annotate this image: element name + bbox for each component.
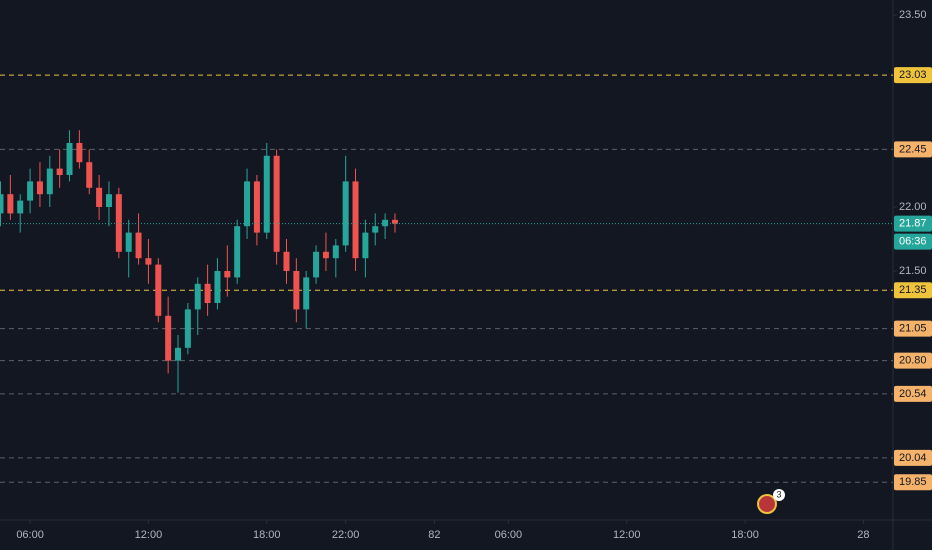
candle-body bbox=[391, 219, 398, 224]
y-tick-label: 22.00 bbox=[899, 201, 927, 213]
x-tick-label: 12:00 bbox=[135, 529, 163, 541]
candle-body bbox=[303, 277, 310, 310]
y-tick-label: 23.50 bbox=[899, 9, 927, 21]
level-label: 20.80 bbox=[899, 355, 927, 367]
level-label: 23.03 bbox=[899, 69, 927, 81]
x-tick-label: 06:00 bbox=[495, 529, 523, 541]
candle-body bbox=[332, 245, 339, 259]
level-label: 20.54 bbox=[899, 388, 927, 400]
candle-body bbox=[165, 315, 172, 361]
candle-body bbox=[145, 258, 152, 265]
candle-body bbox=[76, 142, 83, 163]
candle-body bbox=[352, 181, 359, 259]
candle-body bbox=[372, 226, 379, 233]
candle-body bbox=[105, 194, 112, 208]
candle-body bbox=[27, 181, 34, 201]
candle-body bbox=[234, 226, 241, 278]
candle-body bbox=[253, 181, 260, 233]
level-label-box bbox=[894, 474, 932, 491]
level-label: 21.05 bbox=[899, 323, 927, 335]
x-tick-label: 18:00 bbox=[731, 529, 759, 541]
candle-body bbox=[46, 168, 53, 195]
candle-body bbox=[382, 219, 389, 227]
candle-body bbox=[135, 232, 142, 259]
level-label-box bbox=[894, 449, 932, 466]
events-count-bg bbox=[773, 489, 785, 501]
candle-body bbox=[0, 194, 4, 214]
candle-body bbox=[194, 283, 201, 310]
last-price-label: 21.87 bbox=[899, 218, 927, 230]
candle-body bbox=[115, 194, 122, 252]
x-tick-label: 22:00 bbox=[332, 529, 360, 541]
candle-body bbox=[214, 271, 221, 304]
x-tick-label: 28 bbox=[857, 529, 869, 541]
x-tick-label: 82 bbox=[428, 529, 440, 541]
axes: 23.50 22.00 21.50 06:00 12:00 18:00 22:00 82 06:… bbox=[16, 9, 932, 541]
level-label-box bbox=[894, 320, 932, 337]
candle-body bbox=[283, 251, 290, 272]
candle-body bbox=[184, 309, 191, 348]
plot-area: 3 bbox=[0, 74, 893, 514]
candle-body bbox=[155, 264, 162, 316]
candle-body bbox=[342, 181, 349, 246]
x-tick-label: 12:00 bbox=[613, 529, 641, 541]
level-label: 22.45 bbox=[899, 143, 927, 155]
candle-body bbox=[293, 271, 300, 310]
countdown-box bbox=[894, 233, 932, 250]
candle-body bbox=[175, 347, 182, 361]
candle-body bbox=[66, 142, 73, 175]
level-label-box bbox=[894, 352, 932, 369]
candle-body bbox=[224, 271, 231, 278]
candle-body bbox=[244, 181, 251, 227]
candle-body bbox=[125, 232, 132, 252]
events-icon bbox=[757, 494, 777, 514]
level-label-box bbox=[894, 67, 932, 84]
candle-body bbox=[263, 155, 270, 233]
level-label: 20.04 bbox=[899, 452, 927, 464]
candle-body bbox=[273, 155, 280, 252]
candle-body bbox=[86, 162, 93, 188]
level-label-box bbox=[894, 282, 932, 299]
candle-body bbox=[96, 187, 103, 208]
candle-body bbox=[7, 194, 14, 214]
candle-body bbox=[322, 251, 329, 259]
candle-body bbox=[362, 232, 369, 259]
candle-body bbox=[204, 283, 211, 304]
x-tick-label: 18:00 bbox=[253, 529, 281, 541]
last-price-box bbox=[894, 215, 932, 232]
candle-body bbox=[17, 200, 24, 214]
y-tick-label: 21.50 bbox=[899, 265, 927, 277]
level-label: 21.35 bbox=[899, 284, 927, 296]
level-label: 19.85 bbox=[899, 476, 927, 488]
level-label-box bbox=[894, 141, 932, 158]
x-tick-label: 06:00 bbox=[16, 529, 44, 541]
events-count: 3 bbox=[776, 489, 781, 499]
level-label-box bbox=[894, 385, 932, 402]
candle-body bbox=[313, 251, 320, 278]
candle-body bbox=[56, 168, 63, 175]
candle-body bbox=[36, 181, 43, 195]
countdown-label: 06:36 bbox=[899, 236, 927, 248]
